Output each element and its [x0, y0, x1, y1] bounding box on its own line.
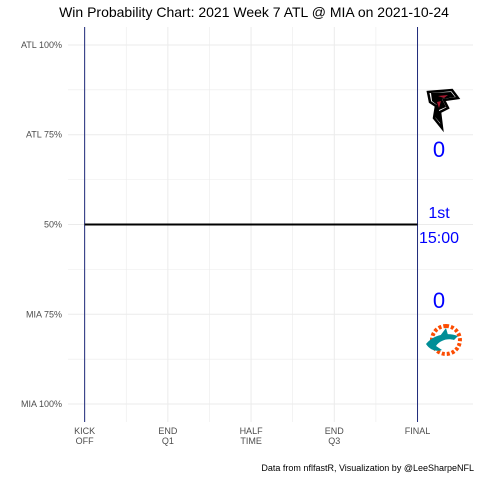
dolphins-body — [426, 334, 458, 351]
chart-title: Win Probability Chart: 2021 Week 7 ATL @… — [59, 4, 449, 20]
y-tick-label: MIA 75% — [26, 309, 62, 319]
falcons-logo — [426, 88, 461, 133]
x-tick-label: FINAL — [405, 426, 431, 436]
x-tick-label: END Q3 — [325, 426, 345, 446]
dolphins-fin — [440, 328, 448, 336]
y-tick-label: ATL 75% — [26, 130, 62, 140]
y-tick-label: ATL 100% — [21, 40, 62, 50]
x-tick-label: END Q1 — [158, 426, 178, 446]
quarter-label: 1st — [428, 205, 450, 222]
y-axis-ticks: ATL 100% ATL 75% 50% MIA 75% MIA 100% — [21, 40, 62, 409]
y-tick-label: MIA 100% — [21, 399, 62, 409]
game-clock: 15:00 — [419, 230, 459, 247]
x-axis-ticks: KICK OFF END Q1 HALF TIME END Q3 FINAL — [74, 426, 430, 446]
dolphins-sun — [429, 324, 462, 356]
dolphins-logo — [426, 324, 462, 356]
falcons-logo-body — [431, 92, 455, 124]
x-tick-label: HALF TIME — [240, 426, 264, 446]
chart-caption: Data from nflfastR, Visualization by @Le… — [261, 463, 474, 473]
away-score: 0 — [433, 137, 445, 162]
home-score: 0 — [433, 288, 445, 313]
x-tick-label: KICK OFF — [74, 426, 95, 446]
falcons-logo-accent — [437, 95, 448, 108]
y-tick-label: 50% — [44, 220, 62, 230]
